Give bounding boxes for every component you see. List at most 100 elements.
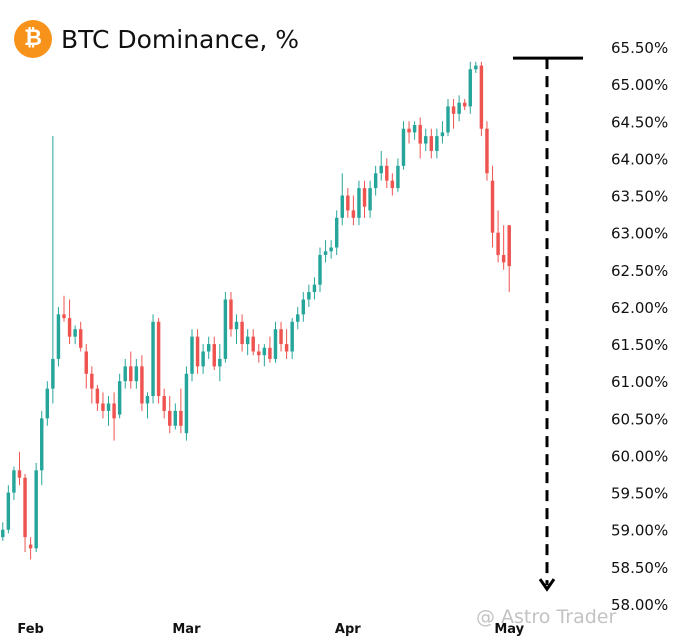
candle-body	[357, 188, 361, 218]
y-tick-label: 59.00%	[611, 522, 668, 540]
candle-body	[95, 388, 100, 404]
candle	[479, 61, 484, 137]
candle	[40, 410, 44, 486]
candle-body	[28, 544, 33, 549]
candle-body	[435, 136, 439, 151]
candle	[6, 485, 11, 534]
candle-body	[234, 321, 239, 330]
candle-body	[479, 65, 484, 129]
candle	[34, 462, 38, 553]
candle	[462, 98, 467, 111]
candle-body	[123, 366, 127, 382]
candle	[284, 329, 289, 359]
candle	[251, 329, 255, 356]
candle	[179, 388, 183, 434]
candle-body	[396, 165, 400, 189]
candle	[84, 344, 88, 389]
candle-body	[462, 102, 467, 107]
candle-body	[290, 321, 294, 352]
candle	[117, 373, 122, 419]
candle	[346, 188, 350, 218]
candle	[134, 358, 139, 389]
candle-body	[407, 128, 411, 133]
candles-group	[1, 61, 511, 560]
y-tick-label: 64.00%	[611, 150, 668, 168]
candle	[95, 384, 100, 411]
candle	[262, 344, 267, 367]
candle	[429, 128, 434, 159]
candle-body	[429, 136, 434, 151]
candle-body	[279, 329, 283, 345]
candle-body	[318, 254, 322, 285]
y-tick-label: 60.50%	[611, 410, 668, 428]
candle	[151, 314, 155, 404]
candle-body	[262, 347, 267, 356]
candle-body	[496, 232, 500, 255]
candle-body	[474, 65, 478, 70]
candle-body	[201, 351, 205, 367]
bitcoin-logo-icon: ₿	[14, 20, 52, 58]
candle	[351, 195, 356, 226]
candle	[129, 351, 133, 389]
candle-body	[301, 299, 306, 315]
candle-body	[323, 251, 328, 255]
candle	[257, 344, 261, 363]
y-tick-label: 63.50%	[611, 188, 668, 206]
candle	[390, 173, 395, 196]
candle-body	[401, 128, 406, 166]
y-tick-label: 61.00%	[611, 373, 668, 391]
candle	[45, 381, 50, 426]
candle-body	[412, 124, 417, 133]
candle-body	[379, 165, 383, 174]
candle	[56, 306, 61, 367]
candle	[173, 403, 178, 430]
candle	[323, 240, 328, 263]
candle-body	[168, 410, 172, 426]
candle	[401, 121, 406, 170]
x-tick-label: May	[494, 622, 524, 637]
candle-body	[485, 128, 489, 174]
candle	[123, 358, 127, 389]
candle-body	[385, 165, 389, 181]
y-tick-label: 58.50%	[611, 559, 668, 577]
candle	[162, 388, 166, 419]
candle-body	[145, 396, 150, 404]
candle-body	[51, 358, 55, 389]
y-tick-label: 62.00%	[611, 299, 668, 317]
candle	[17, 451, 22, 486]
candle	[435, 128, 439, 159]
candle-body	[40, 418, 44, 471]
candle	[357, 180, 361, 226]
candle-body	[418, 124, 422, 144]
candle	[318, 247, 322, 293]
candle-body	[195, 336, 200, 367]
candle	[340, 173, 344, 226]
candle-body	[23, 477, 27, 538]
y-tick-label: 65.00%	[611, 76, 668, 94]
candle	[145, 392, 150, 419]
candle-body	[490, 180, 495, 233]
candle	[90, 366, 94, 404]
candle-body	[451, 106, 456, 114]
candle-body	[1, 529, 5, 538]
candle	[290, 318, 294, 359]
watermark-text: @ Astro Trader	[476, 606, 617, 628]
candle-body	[78, 329, 83, 348]
candle	[156, 318, 161, 404]
candle-body	[17, 470, 22, 478]
candle	[168, 396, 172, 434]
candle	[12, 466, 16, 501]
candle-body	[424, 136, 428, 144]
y-tick-label: 65.50%	[611, 39, 668, 57]
candle-body	[501, 254, 506, 263]
candle-body	[346, 195, 350, 211]
candle	[28, 537, 33, 560]
candle-body	[334, 217, 339, 248]
candle	[457, 95, 461, 122]
candle	[329, 240, 333, 259]
candle	[268, 336, 272, 363]
candle-body	[184, 373, 189, 434]
candle	[51, 136, 55, 404]
y-tick-label: 61.50%	[611, 336, 668, 354]
